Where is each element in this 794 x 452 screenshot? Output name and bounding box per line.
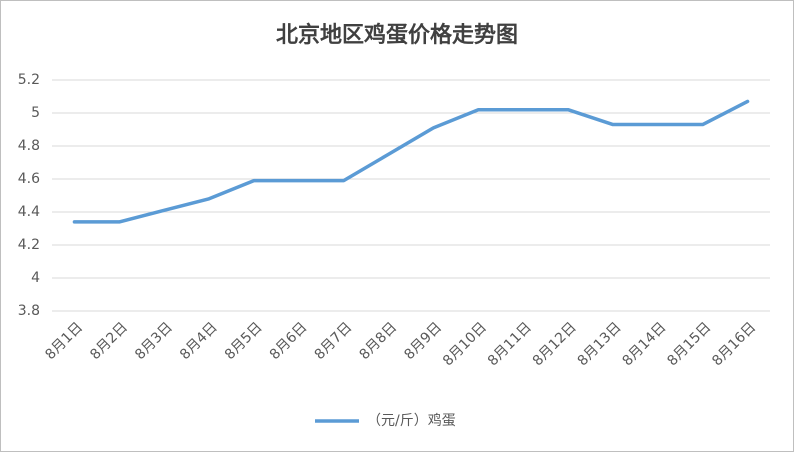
legend-label: （元/斤）鸡蛋 bbox=[367, 412, 456, 429]
data-line bbox=[72, 99, 750, 224]
y-tick-label: 4.2 bbox=[18, 237, 40, 253]
y-tick-label: 4.6 bbox=[18, 171, 40, 187]
y-tick-label: 4 bbox=[31, 270, 40, 286]
y-tick-label: 5.2 bbox=[18, 72, 40, 88]
chart-title: 北京地区鸡蛋价格走势图 bbox=[276, 22, 518, 48]
y-tick-label: 4.4 bbox=[18, 204, 40, 220]
y-tick-label: 3.8 bbox=[18, 303, 40, 319]
y-tick-label: 4.8 bbox=[18, 138, 40, 154]
y-tick-label: 5 bbox=[31, 105, 40, 121]
